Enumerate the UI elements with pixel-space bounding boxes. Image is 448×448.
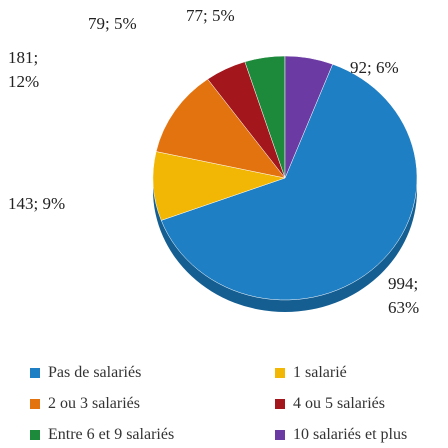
legend-swatch bbox=[30, 430, 40, 440]
data-label: 181; 12% bbox=[8, 48, 40, 91]
pie-slice bbox=[160, 63, 418, 301]
pie-slice bbox=[284, 55, 333, 179]
legend-swatch bbox=[275, 430, 285, 440]
legend-item: 1 salarié bbox=[275, 364, 347, 382]
data-label: 79; 5% bbox=[88, 14, 137, 33]
legend-item: Pas de salariés bbox=[30, 364, 141, 382]
pie-slice bbox=[155, 78, 286, 179]
legend-label: 2 ou 3 salariés bbox=[48, 395, 140, 412]
legend-label: 1 salarié bbox=[293, 364, 347, 381]
legend-label: Pas de salariés bbox=[48, 364, 142, 381]
data-label: 77; 5% bbox=[186, 6, 235, 25]
data-label: 994; 63% bbox=[388, 274, 420, 317]
legend-item: 4 ou 5 salariés bbox=[275, 395, 385, 413]
legend-item: 2 ou 3 salariés bbox=[30, 395, 140, 413]
legend-item: 10 salariés et plus bbox=[275, 426, 407, 444]
legend-label: Entre 6 et 9 salariés bbox=[48, 426, 175, 443]
legend-label: 4 ou 5 salariés bbox=[293, 395, 385, 412]
data-label: 92; 6% bbox=[350, 58, 399, 77]
legend-swatch bbox=[30, 399, 40, 409]
legend-swatch bbox=[275, 399, 285, 409]
legend-item: Entre 6 et 9 salariés bbox=[30, 426, 174, 444]
legend-swatch bbox=[30, 368, 40, 378]
legend-swatch bbox=[275, 368, 285, 378]
data-label: 143; 9% bbox=[8, 194, 66, 213]
legend-label: 10 salariés et plus bbox=[293, 426, 408, 443]
